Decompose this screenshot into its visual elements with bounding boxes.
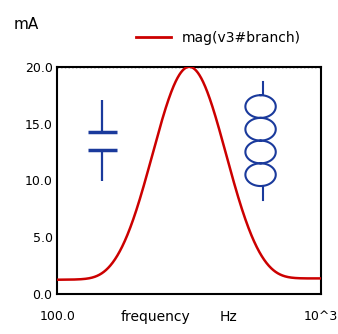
Legend: mag(v3#branch): mag(v3#branch) [130,26,306,51]
Text: mA: mA [14,17,39,32]
Text: 10^3: 10^3 [304,310,338,323]
Text: 100.0: 100.0 [40,310,75,323]
Text: Hz: Hz [220,310,238,324]
Text: frequency: frequency [120,310,190,324]
